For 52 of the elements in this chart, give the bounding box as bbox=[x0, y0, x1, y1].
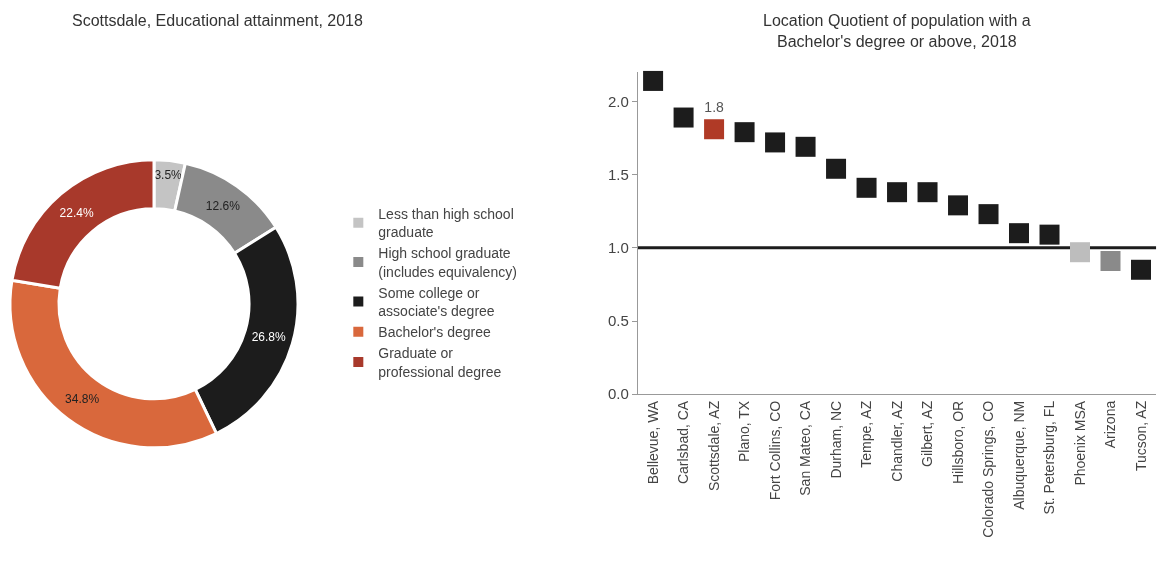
x-tick-label: Scottsdale, AZ bbox=[705, 400, 722, 492]
x-tick-label: Plano, TX bbox=[736, 400, 753, 463]
point bbox=[978, 204, 999, 225]
x-tick-label: Durham, NC bbox=[827, 400, 844, 479]
point bbox=[1070, 242, 1090, 263]
x-tick-label: Albuquerque, NM bbox=[1010, 400, 1027, 510]
point bbox=[917, 182, 938, 203]
x-tick-label: Carlsbad, CA bbox=[675, 400, 692, 485]
point bbox=[734, 122, 755, 143]
x-tick-label: San Mateo, CA bbox=[797, 400, 814, 496]
x-tick-label: Hillsboro, OR bbox=[949, 400, 966, 485]
y-tick-label: 1.0 bbox=[607, 239, 629, 257]
point bbox=[1100, 250, 1121, 271]
point bbox=[704, 119, 725, 140]
x-tick-label: Arizona bbox=[1102, 400, 1119, 449]
data-label: 3.5% bbox=[154, 167, 183, 182]
y-tick-label: 0.0 bbox=[607, 385, 629, 403]
legend-label: Less than high school graduate bbox=[378, 206, 514, 241]
point bbox=[795, 136, 816, 157]
y-tick-label: 2.0 bbox=[607, 92, 629, 110]
point bbox=[765, 132, 786, 153]
point bbox=[887, 182, 908, 203]
data-label: 12.6% bbox=[205, 199, 241, 214]
data-label: 22.4% bbox=[59, 205, 94, 220]
data-label: 34.8% bbox=[65, 392, 100, 407]
x-tick-label: Bellevue, WA bbox=[644, 400, 661, 485]
chart-title: Scottsdale, Educational attainment, 2018 bbox=[72, 12, 363, 29]
x-tick-label: St. Petersburg, FL bbox=[1041, 400, 1058, 515]
legend-label: High school graduate (includes equivalency) bbox=[378, 245, 517, 280]
point bbox=[1009, 223, 1030, 244]
y-tick-label: 1.5 bbox=[607, 165, 629, 183]
legend-label: Bachelor's degree bbox=[378, 324, 491, 341]
legend-label: Some college or associate's degree bbox=[378, 284, 495, 320]
x-tick-label: Fort Collins, CO bbox=[766, 400, 783, 501]
y-tick-label: 0.5 bbox=[607, 312, 629, 330]
x-tick-label: Tempe, AZ bbox=[858, 400, 875, 468]
x-tick-label: Tucson, AZ bbox=[1132, 400, 1149, 472]
x-tick-label: Gilbert, AZ bbox=[919, 400, 936, 467]
point bbox=[948, 195, 969, 216]
point bbox=[1130, 259, 1151, 280]
x-tick-label: Phoenix MSA bbox=[1071, 400, 1088, 486]
x-tick-label: Colorado Springs, CO bbox=[980, 400, 997, 538]
point bbox=[826, 158, 847, 179]
legend-label: Graduate or professional degree bbox=[378, 345, 502, 380]
point bbox=[643, 70, 664, 91]
point bbox=[673, 107, 694, 128]
x-tick-label: Chandler, AZ bbox=[888, 400, 905, 482]
data-label: 26.8% bbox=[251, 329, 287, 344]
point bbox=[856, 177, 877, 198]
data-label: 1.8 bbox=[704, 99, 725, 116]
point bbox=[1039, 224, 1060, 245]
chart-title: Location Quotient of population with a Bachelor's degree or above, 2018 bbox=[763, 12, 1031, 50]
